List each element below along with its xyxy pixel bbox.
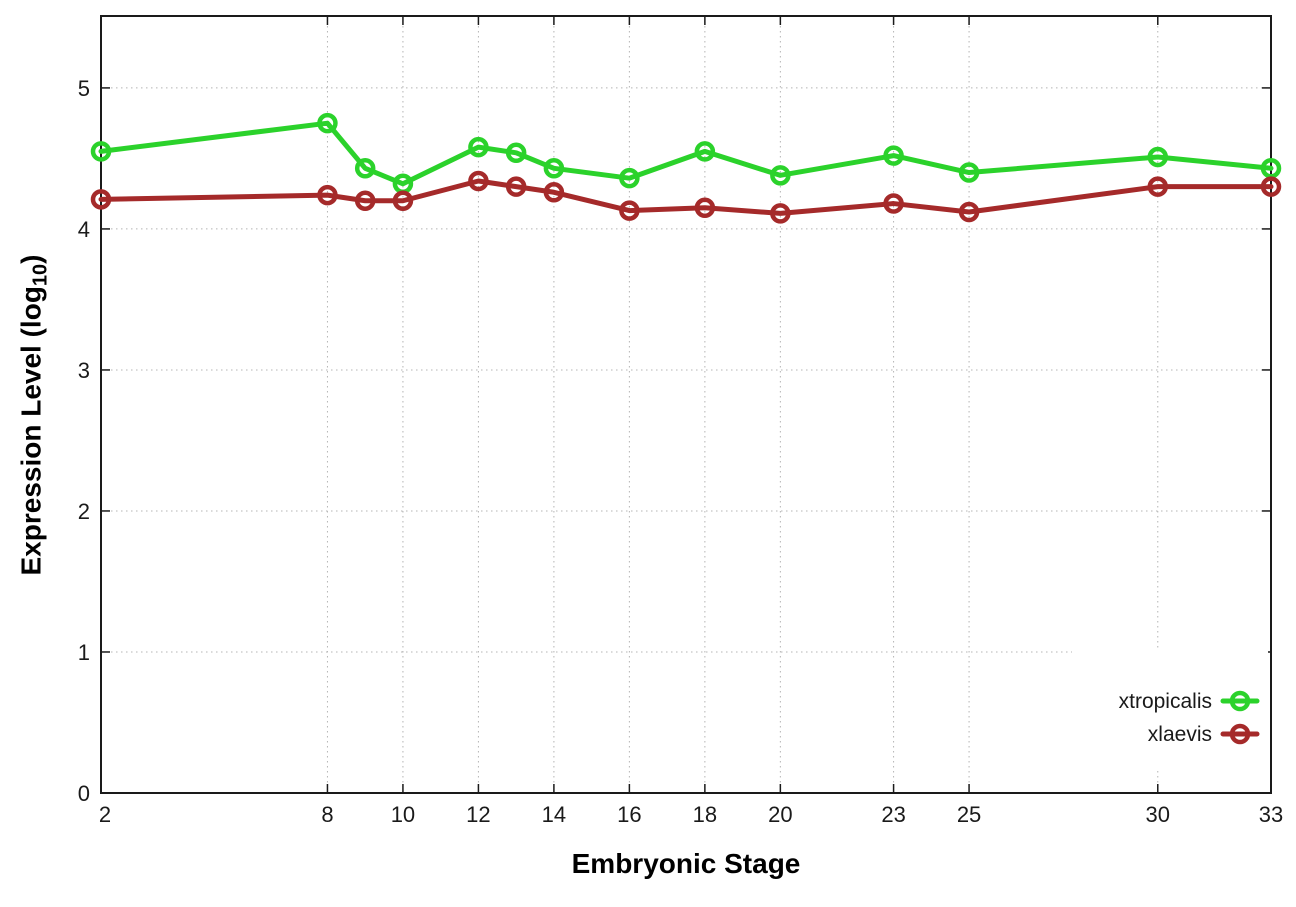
x-tick-label: 20 bbox=[768, 802, 792, 827]
data-point-xlaevis bbox=[354, 190, 376, 211]
data-point-xlaevis bbox=[958, 201, 980, 223]
data-point-xtropicalis bbox=[90, 141, 112, 162]
data-point-xlaevis bbox=[505, 176, 527, 197]
x-tick-label: 33 bbox=[1259, 802, 1283, 827]
data-point-xtropicalis bbox=[354, 158, 376, 179]
data-point-xlaevis bbox=[619, 200, 640, 221]
data-point-xlaevis bbox=[90, 189, 112, 210]
x-tick-label: 14 bbox=[542, 802, 566, 827]
data-point-xlaevis bbox=[543, 182, 565, 203]
y-axis-title-subscript: 10 bbox=[29, 263, 52, 287]
data-point-xtropicalis bbox=[1147, 146, 1169, 168]
y-tick-label: 2 bbox=[78, 499, 90, 524]
legend-marker-xtropicalis bbox=[1229, 690, 1251, 712]
data-point-xlaevis bbox=[1260, 176, 1282, 197]
y-tick-label: 3 bbox=[78, 358, 90, 383]
data-point-xlaevis bbox=[1147, 176, 1169, 197]
data-point-xtropicalis bbox=[1260, 158, 1282, 179]
data-point-xtropicalis bbox=[468, 136, 489, 158]
legend-label-xlaevis: xlaevis bbox=[1148, 723, 1212, 746]
data-point-xlaevis bbox=[694, 197, 716, 219]
y-tick-label: 0 bbox=[78, 781, 90, 806]
data-point-xtropicalis bbox=[770, 165, 791, 186]
data-point-xtropicalis bbox=[883, 145, 904, 166]
x-tick-label: 18 bbox=[693, 802, 717, 827]
y-tick-label: 4 bbox=[78, 217, 90, 242]
data-point-xtropicalis bbox=[317, 112, 338, 134]
data-point-xtropicalis bbox=[543, 158, 565, 179]
data-point-xlaevis bbox=[468, 170, 489, 192]
data-point-xtropicalis bbox=[694, 141, 716, 162]
data-point-xlaevis bbox=[392, 190, 414, 211]
x-tick-label: 8 bbox=[321, 802, 333, 827]
data-point-xlaevis bbox=[770, 203, 791, 224]
x-axis-title: Embryonic Stage bbox=[572, 848, 801, 880]
data-point-xtropicalis bbox=[958, 162, 980, 183]
x-tick-label: 30 bbox=[1146, 802, 1170, 827]
data-point-xlaevis bbox=[317, 184, 338, 206]
data-point-xtropicalis bbox=[505, 142, 527, 164]
x-tick-label: 23 bbox=[881, 802, 905, 827]
x-axis-title-text: Embryonic Stage bbox=[571, 848, 801, 879]
data-point-xlaevis bbox=[883, 193, 904, 214]
y-axis-title: Expression Level (log10) bbox=[16, 255, 53, 576]
y-axis-title-prefix: Expression Level (log bbox=[15, 286, 47, 576]
y-tick-label: 1 bbox=[78, 640, 90, 665]
x-tick-label: 10 bbox=[391, 802, 415, 827]
data-point-xtropicalis bbox=[619, 167, 640, 189]
legend-marker-xlaevis bbox=[1229, 723, 1251, 745]
x-tick-label: 25 bbox=[957, 802, 981, 827]
x-tick-label: 12 bbox=[466, 802, 490, 827]
y-tick-label: 5 bbox=[78, 76, 90, 101]
x-tick-label: 16 bbox=[617, 802, 641, 827]
y-axis-title-suffix: ) bbox=[15, 254, 47, 264]
x-tick-label: 2 bbox=[99, 802, 111, 827]
plot-border bbox=[100, 15, 1272, 794]
legend-label-xtropicalis: xtropicalis bbox=[1119, 690, 1212, 713]
